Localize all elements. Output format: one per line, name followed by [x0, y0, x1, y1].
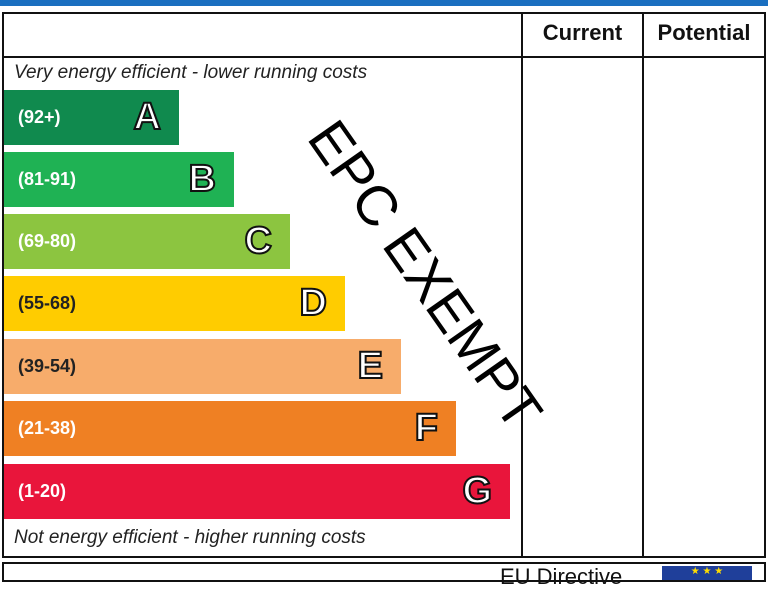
- rating-letter: G: [461, 469, 493, 513]
- divider: [2, 56, 766, 58]
- rating-range: (55-68): [18, 293, 77, 313]
- eu-flag-icon: ★ ★ ★: [662, 566, 752, 580]
- rating-letter: D: [299, 281, 328, 325]
- rating-letter: F: [414, 406, 439, 450]
- top-bar: [0, 0, 768, 6]
- bottom-note: Not energy efficient - higher running co…: [14, 527, 366, 548]
- rating-bar-b: (81-91) B: [4, 152, 234, 207]
- rating-bar-e: (39-54) E: [4, 339, 401, 394]
- potential-column-header: Potential: [657, 20, 751, 45]
- rating-range: (21-38): [18, 418, 77, 438]
- rating-range: (69-80): [18, 231, 77, 251]
- epc-table: [2, 12, 766, 558]
- divider: [521, 12, 523, 558]
- rating-letter: E: [357, 344, 384, 388]
- footer-row: [2, 562, 766, 582]
- rating-bar-a: (92+) A: [4, 90, 179, 145]
- rating-letter: B: [188, 157, 217, 201]
- rating-range: (39-54): [18, 356, 77, 376]
- rating-letter: C: [244, 219, 273, 263]
- rating-bar-g: (1-20) G: [4, 464, 510, 519]
- rating-bar-c: (69-80) C: [4, 214, 290, 269]
- rating-bar-d: (55-68) D: [4, 276, 345, 331]
- current-column-header: Current: [542, 20, 623, 45]
- divider: [642, 12, 644, 558]
- rating-bar-f: (21-38) F: [4, 401, 456, 456]
- rating-letter: A: [133, 95, 162, 139]
- top-note: Very energy efficient - lower running co…: [14, 62, 368, 83]
- rating-range: (1-20): [18, 481, 67, 501]
- rating-range: (81-91): [18, 169, 77, 189]
- rating-range: (92+): [18, 107, 61, 127]
- eu-directive-label: EU Directive: [500, 564, 623, 589]
